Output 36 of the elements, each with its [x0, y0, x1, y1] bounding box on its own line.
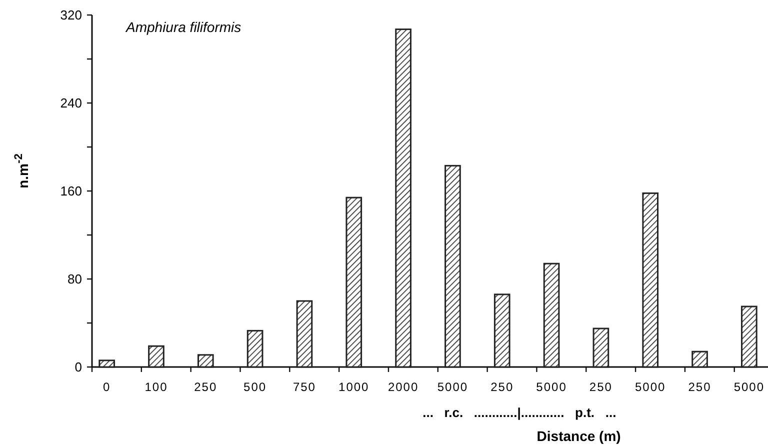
- x-tick-label: 5000: [635, 380, 666, 394]
- bar: [148, 345, 164, 368]
- x-tick-label: 250: [688, 380, 712, 394]
- bar: [692, 350, 708, 368]
- x-tick-label: 0: [102, 380, 111, 394]
- bar: [642, 192, 659, 368]
- text: ... r.c. ............|............ p.t. ...: [422, 405, 616, 420]
- bar: [246, 330, 264, 368]
- x-tick-label: 500: [244, 380, 267, 394]
- x-tick-label: 2000: [388, 380, 419, 394]
- bar: [741, 306, 758, 368]
- bar: [494, 294, 510, 368]
- x-tick-label: 250: [194, 380, 218, 394]
- bar: [592, 328, 610, 368]
- x-tick-label: 5000: [437, 380, 468, 394]
- bar: [395, 28, 412, 368]
- bar: [98, 360, 115, 368]
- y-tick-label: 320: [60, 8, 82, 23]
- x-tick-label: 100: [144, 380, 168, 394]
- bar: [296, 300, 313, 368]
- x-tick-label: 250: [589, 380, 612, 394]
- x-axis-title: Distance (m): [536, 428, 621, 444]
- y-tick-label: 240: [60, 96, 82, 111]
- y-tick-label: 160: [60, 184, 82, 199]
- x-tick-label: 5000: [536, 380, 567, 394]
- x-tick-label: 5000: [734, 380, 765, 394]
- x-tick-label: 250: [490, 380, 514, 394]
- y-tick-label: 80: [68, 272, 82, 287]
- bar: [444, 164, 461, 368]
- bar: [197, 354, 214, 368]
- bar: [543, 262, 560, 368]
- y-tick-label: 0: [74, 360, 82, 375]
- chart-title: Amphiura filiformis: [125, 19, 242, 35]
- x-tick-label: 750: [292, 380, 316, 394]
- bar: [346, 196, 362, 368]
- x-tick-label: 1000: [338, 380, 370, 394]
